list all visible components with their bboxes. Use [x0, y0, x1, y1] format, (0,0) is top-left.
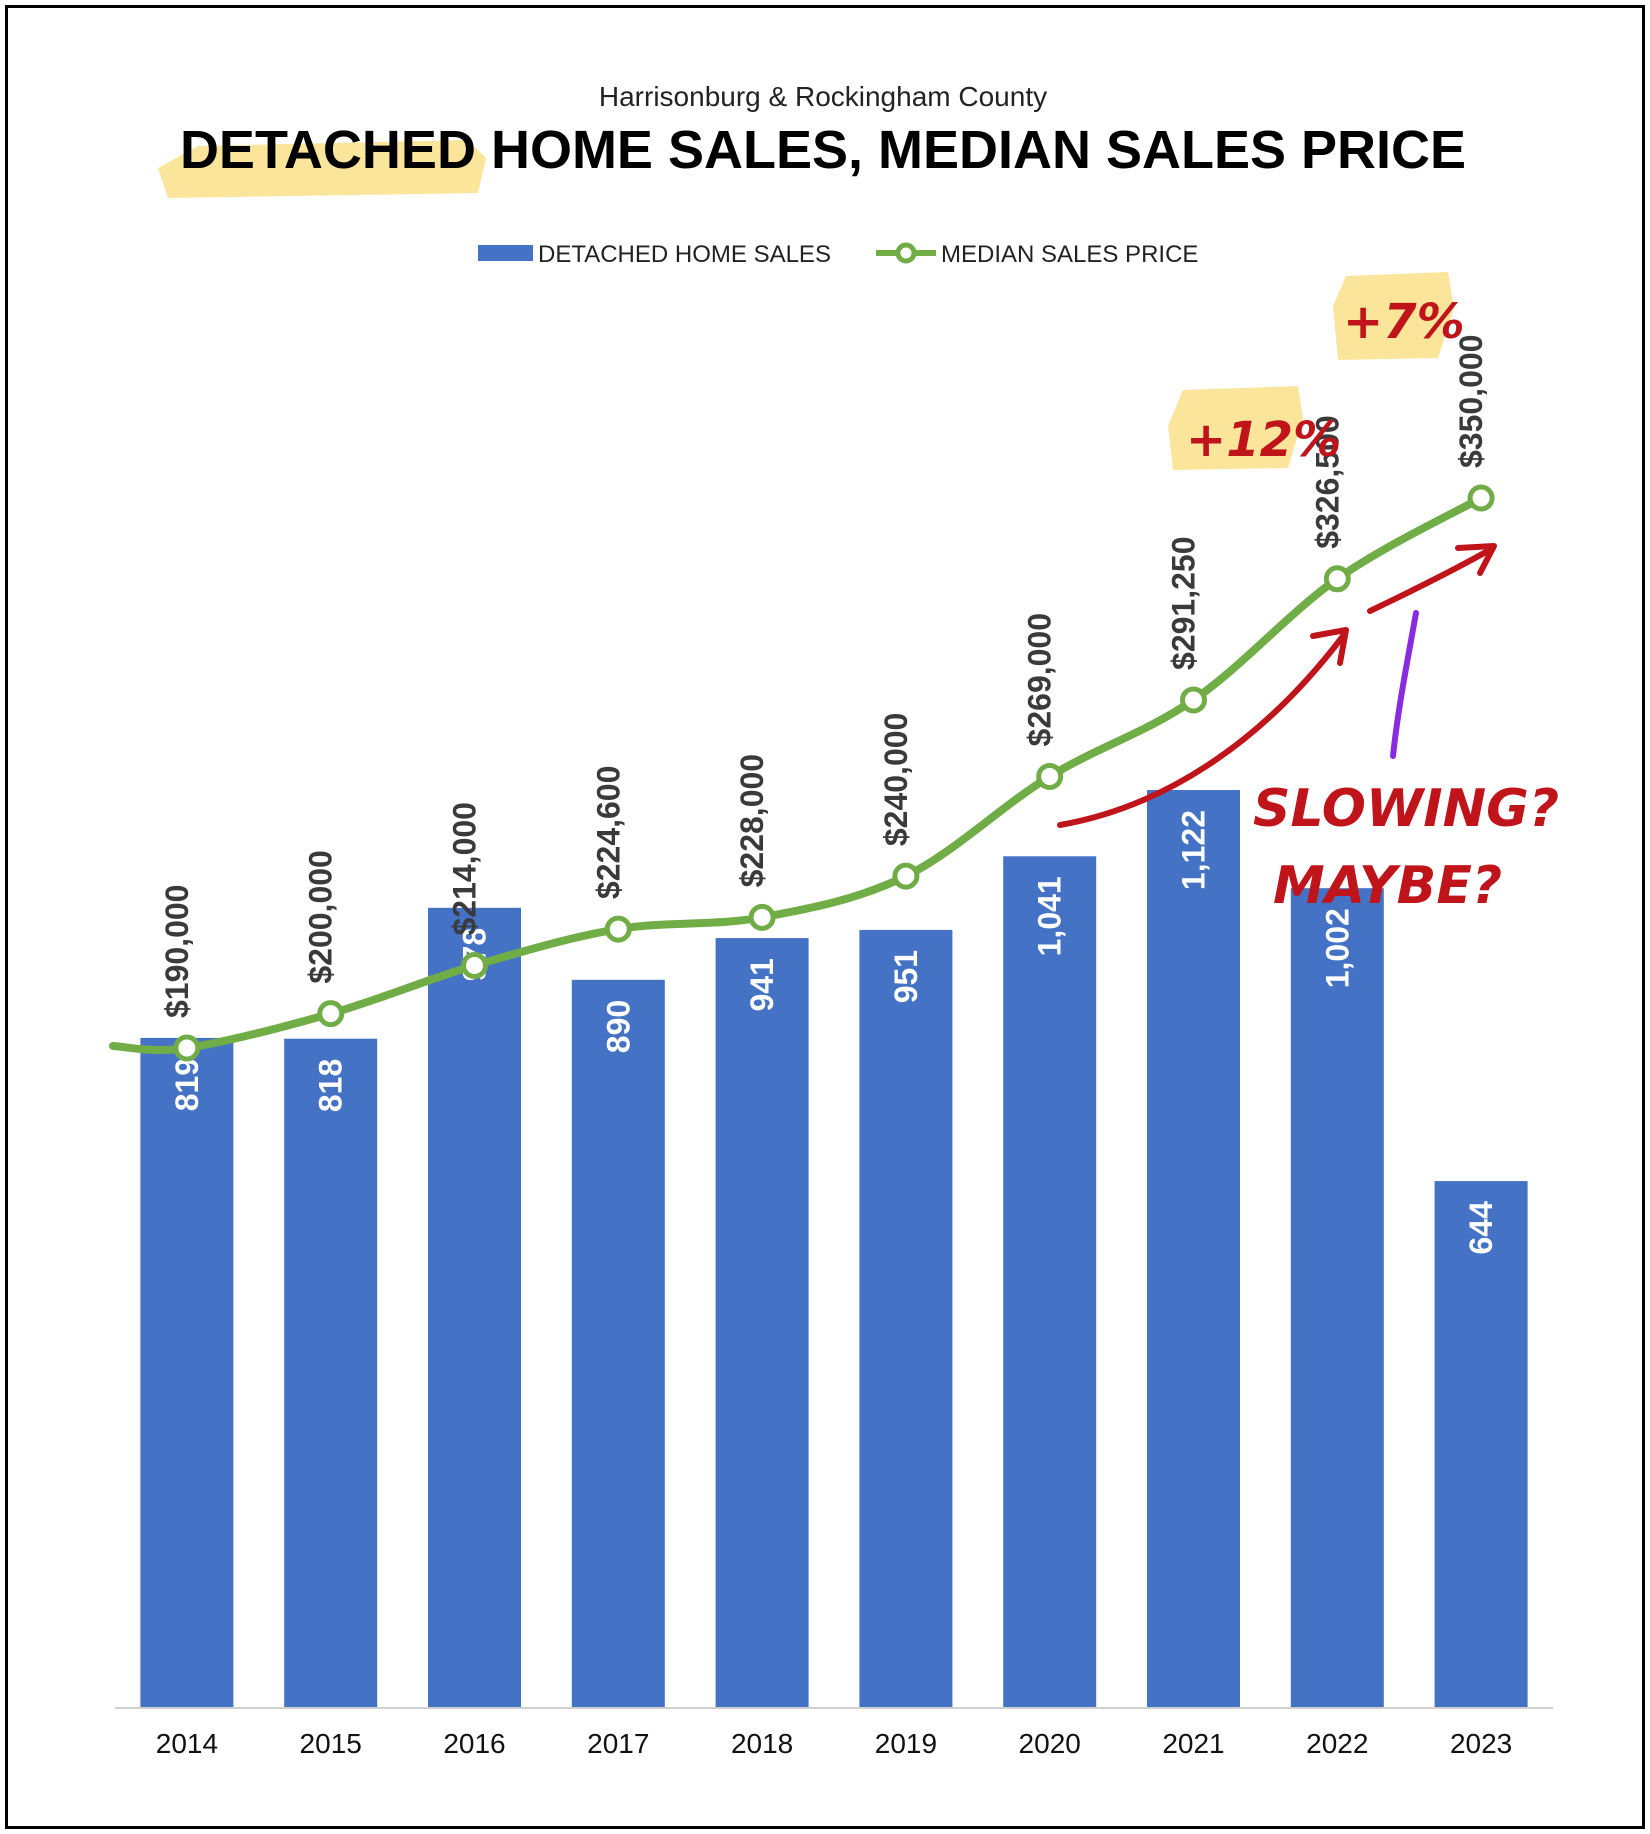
- pct-highlight-2022: [1168, 386, 1303, 470]
- price-label-2019: $240,000: [878, 713, 914, 846]
- bar-label-2023: 644: [1463, 1201, 1499, 1255]
- x-tick-2016: 2016: [443, 1728, 505, 1759]
- pointer-stroke: [1390, 610, 1419, 759]
- price-label-2018: $228,000: [734, 754, 770, 887]
- legend: DETACHED HOME SALES MEDIAN SALES PRICE: [478, 241, 1198, 268]
- trend-arrow-head-2022: [1310, 627, 1349, 666]
- price-point-2017: [604, 915, 632, 943]
- pct-highlight-2023: [1333, 272, 1454, 360]
- x-tick-2017: 2017: [587, 1728, 649, 1759]
- trend-arrow-2022-2023: [1367, 545, 1496, 614]
- price-point-2023: [1467, 484, 1495, 512]
- price-point-2016: [461, 952, 488, 979]
- price-point-2020: [1036, 762, 1064, 790]
- chart-canvas: Harrisonburg & Rockingham County DETACHE…: [109, 81, 1559, 1759]
- x-tick-2023: 2023: [1450, 1728, 1512, 1759]
- bar-2020: [1003, 856, 1097, 1708]
- price-point-2014: [173, 1034, 201, 1062]
- pct-annotation-2023: +7%: [1343, 294, 1465, 350]
- price-label-2023: $350,000: [1453, 335, 1489, 468]
- x-tick-2019: 2019: [875, 1728, 937, 1759]
- legend-line-label: MEDIAN SALES PRICE: [941, 241, 1198, 268]
- bar-2015: [284, 1038, 378, 1708]
- trend-arrow-head-2023: [1455, 543, 1497, 576]
- bar-2016: [428, 907, 521, 1708]
- bar-label-2022: 1,002: [1319, 908, 1355, 988]
- price-label-2016: $214,000: [447, 802, 483, 935]
- bar-label-2020: 1,041: [1032, 876, 1068, 956]
- trend-arrow-2020-2022: [1057, 633, 1346, 828]
- chart-subtitle: Harrisonburg & Rockingham County: [599, 81, 1047, 112]
- annotations: +12% +7% SLOWING? MAYBE?: [1057, 272, 1559, 916]
- bar-2022: [1290, 888, 1384, 1708]
- bar-label-2017: 890: [600, 1000, 636, 1053]
- x-tick-2014: 2014: [156, 1728, 218, 1759]
- bar-2021: [1147, 790, 1240, 1708]
- bar-label-2014: 819: [169, 1058, 205, 1111]
- title-highlight-marker: [158, 140, 486, 198]
- price-point-2015: [317, 1000, 345, 1028]
- title-rest: HOME SALES, MEDIAN SALES PRICE: [476, 120, 1466, 180]
- bar-2019: [859, 929, 953, 1708]
- bar-label-2019: 951: [888, 950, 924, 1003]
- x-tick-2022: 2022: [1306, 1728, 1368, 1759]
- price-label-2017: $224,600: [590, 766, 626, 899]
- bar-2023: [1434, 1181, 1528, 1708]
- median-price-labels: $190,000 $200,000 $214,000 $224,600 $228,000…: [159, 335, 1489, 1018]
- median-price-points: [173, 484, 1495, 1062]
- note-line-1: SLOWING?: [1253, 779, 1559, 839]
- price-point-2019: [892, 862, 920, 890]
- price-point-2021: [1180, 686, 1207, 714]
- price-label-2020: $269,000: [1022, 613, 1058, 746]
- note-line-2: MAYBE?: [1273, 856, 1502, 916]
- legend-bar-swatch: [478, 245, 533, 261]
- x-axis-ticks: 2014 2015 2016 2017 2018 2019 2020 2021 2022 2023: [156, 1728, 1512, 1759]
- legend-line-marker: [895, 242, 917, 264]
- pct-annotation-2022: +12%: [1186, 412, 1341, 468]
- price-label-2021: $291,250: [1166, 536, 1202, 669]
- x-tick-2018: 2018: [731, 1728, 793, 1759]
- chart-title: DETACHED HOME SALES, MEDIAN SALES PRICE: [180, 120, 1466, 180]
- x-tick-2021: 2021: [1162, 1728, 1224, 1759]
- bar-label-2021: 1,122: [1176, 810, 1212, 890]
- price-label-2014: $190,000: [159, 885, 195, 1018]
- bar-label-2015: 818: [313, 1059, 349, 1112]
- x-tick-2015: 2015: [300, 1728, 362, 1759]
- title-highlight-word: DETACHED: [180, 120, 476, 180]
- legend-bar-label: DETACHED HOME SALES: [538, 241, 831, 268]
- price-label-2015: $200,000: [303, 850, 339, 983]
- price-point-2018: [748, 903, 776, 931]
- price-point-2022: [1323, 565, 1351, 593]
- bar-2014: [140, 1037, 234, 1708]
- price-label-2022: $326,500: [1309, 415, 1345, 548]
- bar-2017: [571, 979, 665, 1708]
- chart-frame: Harrisonburg & Rockingham County DETACHE…: [5, 5, 1645, 1829]
- bar-2018: [715, 938, 809, 1708]
- x-tick-2020: 2020: [1019, 1728, 1081, 1759]
- bar-label-2018: 941: [744, 958, 780, 1011]
